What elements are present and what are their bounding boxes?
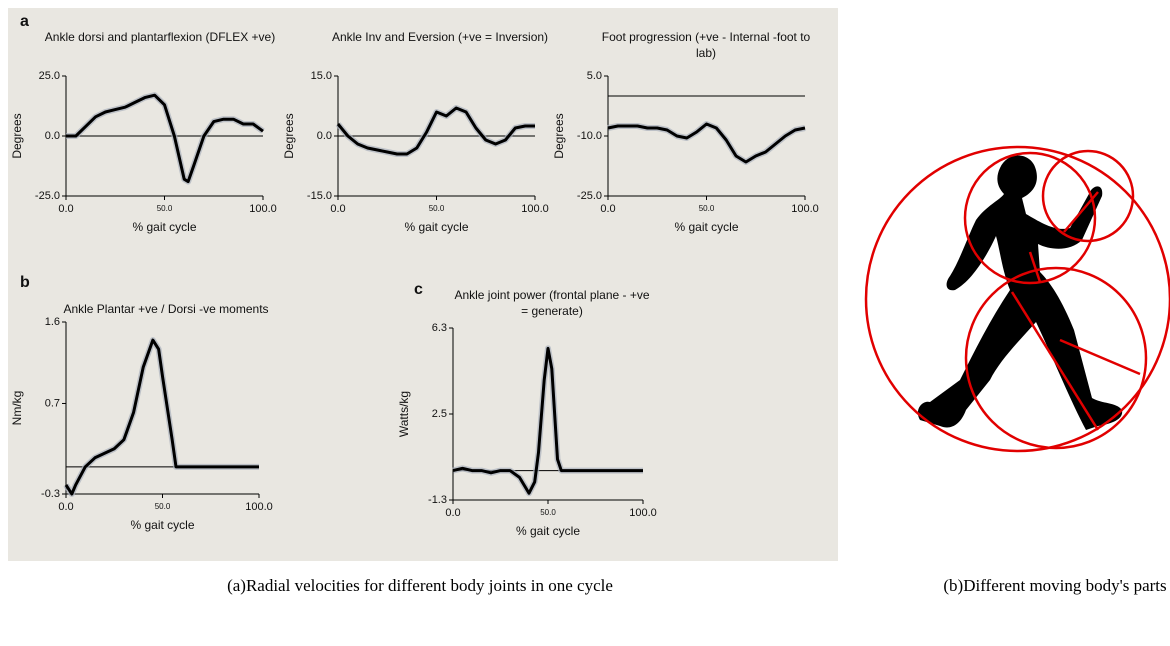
- x-axis-label: % gait cycle: [404, 220, 468, 234]
- x-tick-label: 50.0: [155, 502, 171, 511]
- x-tick-label: 100.0: [521, 203, 549, 215]
- x-tick-label: 0.0: [445, 507, 460, 519]
- x-axis-label: % gait cycle: [674, 220, 738, 234]
- x-tick-label: 50.0: [157, 204, 173, 213]
- chart-title: Ankle Plantar +ve / Dorsi -ve moments: [63, 302, 268, 316]
- x-tick-label: 50.0: [699, 204, 715, 213]
- y-tick-label: 0.0: [45, 130, 60, 142]
- data-line: [336, 106, 535, 156]
- x-tick-label: 0.0: [58, 501, 73, 513]
- caption: (a)Radial velocities for different body …: [227, 576, 613, 595]
- y-tick-label: 15.0: [311, 70, 332, 82]
- y-tick-label: -25.0: [577, 190, 602, 202]
- y-axis-label: Degrees: [282, 113, 296, 158]
- data-line: [452, 346, 643, 495]
- x-tick-label: 0.0: [330, 203, 345, 215]
- data-line: [607, 122, 806, 164]
- y-axis-label: Nm/kg: [10, 391, 24, 426]
- y-axis-label: Degrees: [10, 113, 24, 158]
- y-axis-label: Degrees: [552, 113, 566, 158]
- data-line: [66, 93, 264, 184]
- body-part-circles: [864, 145, 1170, 453]
- y-tick-label: -1.3: [428, 494, 447, 506]
- chart-title: = generate): [521, 304, 583, 318]
- chart-title: Ankle joint power (frontal plane - +ve: [454, 288, 649, 302]
- chart-title: lab): [696, 46, 716, 60]
- y-tick-label: 2.5: [432, 408, 447, 420]
- x-axis-label: % gait cycle: [132, 220, 196, 234]
- x-tick-label: 100.0: [791, 203, 819, 215]
- y-tick-label: 5.0: [587, 70, 602, 82]
- panel-label: a: [20, 13, 29, 30]
- x-tick-label: 100.0: [249, 203, 277, 215]
- y-tick-label: -0.3: [41, 488, 60, 500]
- x-tick-label: 0.0: [600, 203, 615, 215]
- caption: (b)Different moving body's parts: [943, 576, 1167, 595]
- x-tick-label: 50.0: [540, 508, 556, 517]
- x-axis-label: % gait cycle: [516, 524, 580, 538]
- x-tick-label: 100.0: [245, 501, 273, 513]
- y-tick-label: 6.3: [432, 322, 447, 334]
- data-line: [64, 338, 259, 496]
- chart-title: Ankle dorsi and plantarflexion (DFLEX +v…: [45, 30, 275, 44]
- walking-figure: [917, 155, 1123, 430]
- chart-title: Foot progression (+ve - Internal -foot t…: [602, 30, 811, 44]
- y-tick-label: 0.0: [317, 130, 332, 142]
- y-tick-label: 1.6: [45, 316, 60, 328]
- x-axis-label: % gait cycle: [130, 518, 194, 532]
- panel-background: [8, 8, 838, 561]
- chart-title: Ankle Inv and Eversion (+ve = Inversion): [332, 30, 548, 44]
- y-axis-label: Watts/kg: [397, 391, 411, 437]
- x-tick-label: 50.0: [429, 204, 445, 213]
- x-tick-label: 0.0: [58, 203, 73, 215]
- x-tick-label: 100.0: [629, 507, 657, 519]
- panel-label: b: [20, 274, 30, 291]
- y-tick-label: -15.0: [307, 190, 332, 202]
- y-tick-label: 25.0: [39, 70, 60, 82]
- y-tick-label: -10.0: [577, 130, 602, 142]
- panel-label: c: [414, 281, 423, 298]
- y-tick-label: -25.0: [35, 190, 60, 202]
- y-tick-label: 0.7: [45, 397, 60, 409]
